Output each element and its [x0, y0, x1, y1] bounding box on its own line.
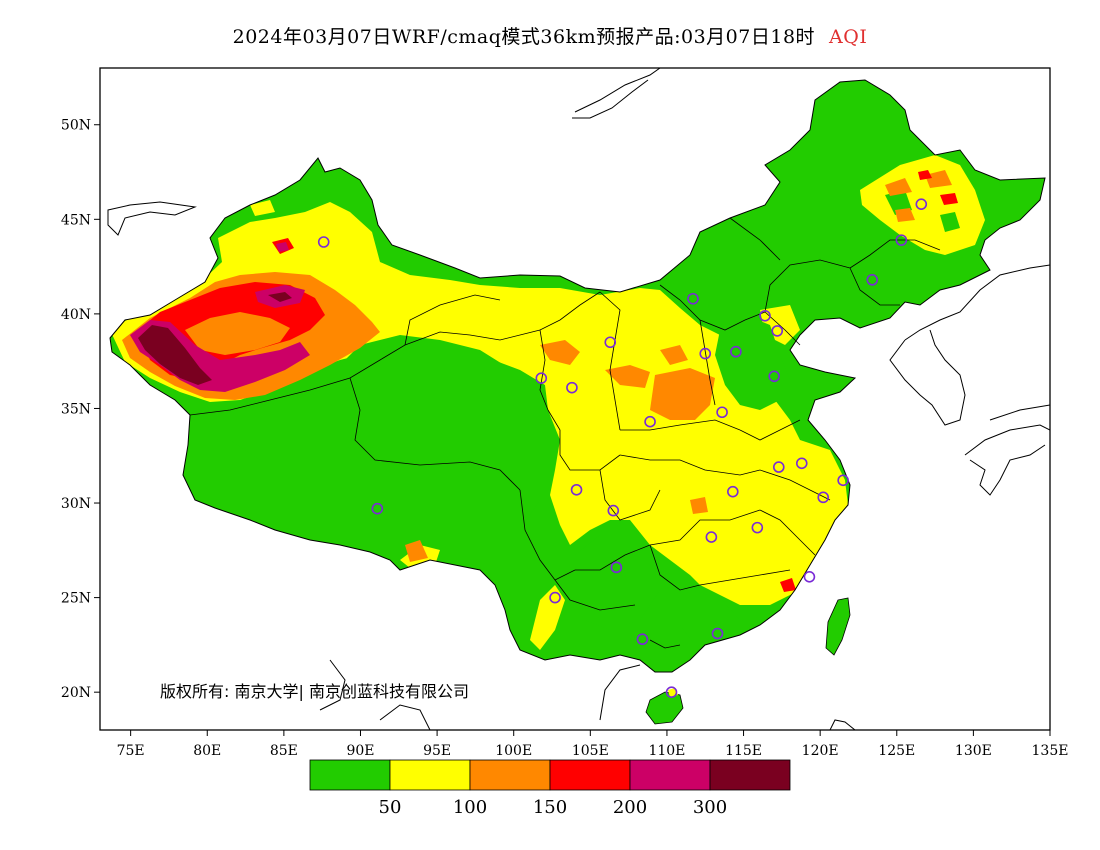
- station-marker: [610, 561, 623, 574]
- legend-label: 150: [533, 797, 567, 818]
- lon-tick-label: 100E: [495, 743, 532, 759]
- station-marker: [604, 336, 617, 349]
- aqi-band-hazardous: [138, 292, 292, 385]
- lat-tick-label: 25N: [61, 591, 91, 607]
- station-marker: [730, 345, 742, 358]
- plot-frame: [99, 67, 1051, 731]
- station-marker: [866, 274, 879, 286]
- station-marker: [817, 491, 830, 504]
- lon-tick-label: 90E: [346, 743, 374, 759]
- station-marker: [768, 370, 780, 383]
- station-marker: [566, 381, 578, 394]
- lon-tick-label: 115E: [725, 743, 762, 759]
- station-marker: [705, 531, 718, 543]
- legend-swatch: [709, 759, 791, 791]
- lat-tick-label: 45N: [61, 212, 91, 228]
- station-marker: [644, 415, 656, 428]
- legend-label: 300: [693, 797, 727, 818]
- station-marker: [535, 372, 548, 384]
- legend-swatch: [469, 759, 551, 791]
- station-marker: [607, 504, 620, 517]
- aqi-band-good-holes: [220, 190, 960, 645]
- copyright-text: 版权所有: 南京大学| 南京创蓝科技有限公司: [160, 682, 469, 701]
- lon-tick-label: 110E: [648, 743, 685, 759]
- lat-tick-label: 50N: [61, 118, 91, 134]
- aqi-band-sensitive-inner: [185, 312, 290, 355]
- boundary-layer: [109, 79, 1046, 673]
- map-title: 2024年03月07日WRF/cmaq模式36km预报产品:03月07日18时 A…: [0, 22, 1100, 49]
- lon-tick-label: 105E: [572, 743, 609, 759]
- legend-swatch: [549, 759, 631, 791]
- station-marker: [727, 485, 739, 498]
- station-marker: [895, 234, 908, 246]
- longitude-axis: 75E 80E 85E 90E 95E 100E 105E 110E 115E 120E 125E 1…: [117, 730, 1069, 759]
- legend-swatch: [309, 759, 391, 791]
- lon-tick-label: 95E: [423, 743, 451, 759]
- station-marker: [772, 461, 785, 473]
- legend-label: 50: [379, 797, 402, 818]
- lat-tick-label: 35N: [61, 401, 91, 417]
- lon-tick-label: 130E: [955, 743, 992, 759]
- lon-tick-label: 120E: [802, 743, 839, 759]
- lat-tick-label: 40N: [61, 307, 91, 323]
- lon-tick-label: 75E: [117, 743, 145, 759]
- station-marker: [699, 347, 712, 360]
- monitoring-stations: [317, 198, 928, 698]
- station-marker: [636, 633, 649, 646]
- station-marker: [915, 198, 928, 210]
- station-marker: [751, 521, 764, 534]
- color-legend: 50 100 150 200 300: [309, 759, 791, 818]
- lon-tick-label: 125E: [878, 743, 915, 759]
- lat-tick-label: 30N: [61, 496, 91, 512]
- station-marker: [687, 292, 699, 305]
- station-marker: [317, 236, 330, 248]
- station-marker: [665, 686, 678, 698]
- legend-label: 200: [613, 797, 647, 818]
- aqi-field: [110, 80, 1045, 672]
- station-marker: [716, 406, 728, 419]
- station-marker: [795, 457, 808, 470]
- station-marker: [570, 483, 583, 496]
- lon-tick-label: 135E: [1032, 743, 1069, 759]
- station-marker: [549, 591, 561, 604]
- legend-label: 100: [453, 797, 487, 818]
- title-variable: AQI: [829, 26, 868, 48]
- station-marker: [371, 502, 384, 515]
- lon-tick-label: 85E: [270, 743, 298, 759]
- legend-swatch: [389, 759, 471, 791]
- station-marker: [759, 309, 771, 322]
- station-marker: [711, 627, 724, 640]
- lon-tick-label: 80E: [193, 743, 221, 759]
- station-marker: [803, 570, 816, 583]
- lat-tick-label: 20N: [61, 685, 91, 701]
- coastline-layer: [107, 68, 1050, 730]
- station-marker: [837, 474, 849, 487]
- station-marker: [771, 325, 784, 337]
- legend-swatch: [629, 759, 711, 791]
- title-main: 2024年03月07日WRF/cmaq模式36km预报产品:03月07日18时: [232, 26, 816, 48]
- latitude-axis: 20N 25N 30N 35N 40N 45N 50N: [61, 118, 100, 701]
